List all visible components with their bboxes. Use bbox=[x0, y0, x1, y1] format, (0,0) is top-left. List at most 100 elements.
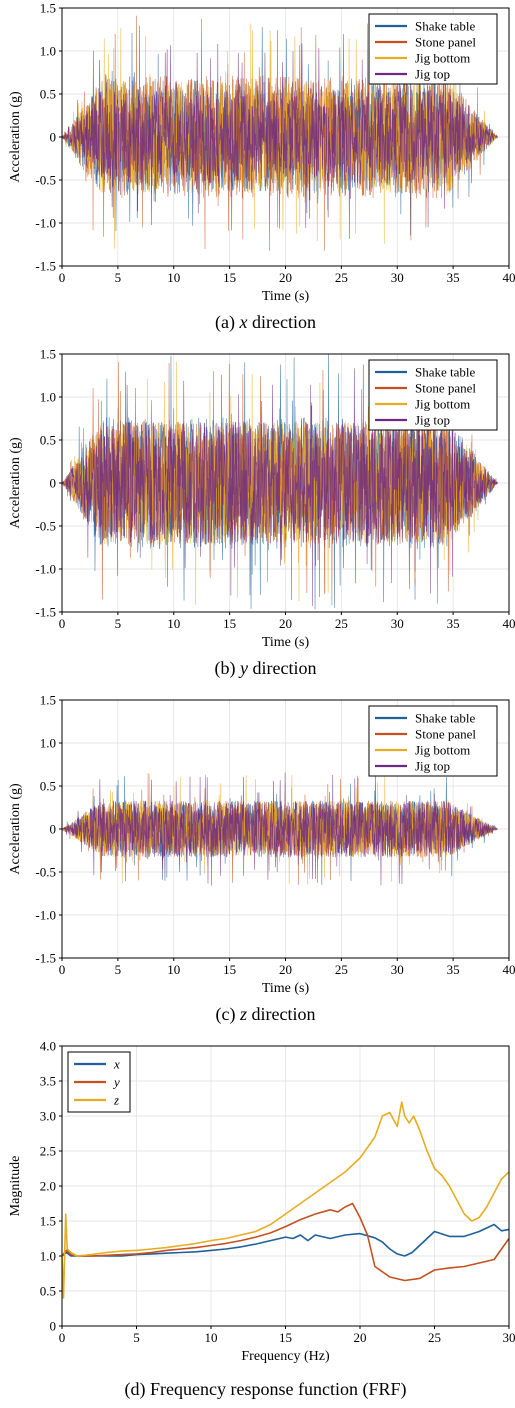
legend-label: Shake table bbox=[415, 365, 476, 380]
x-tick-label: 15 bbox=[279, 1330, 292, 1345]
x-tick-label: 10 bbox=[167, 270, 180, 285]
caption-prefix: (d) Frequency response function (FRF) bbox=[125, 1379, 407, 1400]
legend-label: Jig top bbox=[415, 759, 450, 774]
caption-suffix: direction bbox=[248, 658, 316, 678]
x-tick-label: 40 bbox=[503, 270, 515, 285]
series-line-Jig top bbox=[62, 43, 498, 231]
legend-label: Stone panel bbox=[415, 727, 476, 742]
y-tick-label: 0 bbox=[50, 476, 57, 491]
legend-label: Jig bottom bbox=[415, 51, 470, 66]
caption-prefix: (a) bbox=[215, 312, 239, 333]
x-tick-label: 35 bbox=[447, 962, 460, 977]
y-tick-label: -0.5 bbox=[35, 865, 56, 880]
x-tick-label: 10 bbox=[167, 962, 180, 977]
panel-caption: (d) Frequency response function (FRF) bbox=[125, 1379, 407, 1400]
x-tick-label: 35 bbox=[447, 270, 460, 285]
caption-suffix: direction bbox=[247, 1004, 315, 1024]
y-tick-label: 1.0 bbox=[40, 44, 56, 59]
chart-panel-4: 0 5 10 15 20 25 30 0 0.5 1.0 1.5 2.0 2.5 3.0 3.5 4.0 Fre… bbox=[8, 1039, 515, 1401]
y-tick-label: 0 bbox=[50, 822, 57, 837]
y-tick-label: 1.5 bbox=[40, 1214, 56, 1229]
legend-label: Jig bottom bbox=[415, 397, 470, 412]
legend-label: y bbox=[112, 1075, 120, 1090]
caption-variable: y bbox=[238, 658, 248, 678]
y-tick-label: 0.5 bbox=[40, 1284, 56, 1299]
y-tick-label: 3.0 bbox=[40, 1109, 56, 1124]
caption-prefix: (b) bbox=[215, 658, 241, 679]
y-tick-label: 1.0 bbox=[40, 390, 56, 405]
x-tick-label: 25 bbox=[335, 962, 348, 977]
legend-label: Stone panel bbox=[415, 35, 476, 50]
plot-area bbox=[62, 1101, 509, 1299]
x-tick-label: 25 bbox=[428, 1330, 441, 1345]
x-tick-label: 5 bbox=[115, 270, 122, 285]
x-tick-label: 0 bbox=[59, 270, 66, 285]
y-tick-label: 1.5 bbox=[40, 347, 56, 362]
y-axis-title: Acceleration (g) bbox=[8, 91, 23, 183]
y-tick-label: 4.0 bbox=[40, 1039, 56, 1054]
caption-prefix: (c) bbox=[216, 1004, 240, 1025]
y-tick-label: 0.5 bbox=[40, 87, 56, 102]
x-tick-label: 10 bbox=[205, 1330, 218, 1345]
y-tick-label: -1.0 bbox=[35, 908, 56, 923]
x-tick-label: 40 bbox=[503, 616, 515, 631]
y-tick-label: 1.5 bbox=[40, 1, 56, 16]
plot-area bbox=[62, 354, 499, 610]
legend-label: Jig bottom bbox=[415, 743, 470, 758]
x-tick-label: 15 bbox=[223, 270, 236, 285]
x-tick-label: 5 bbox=[133, 1330, 140, 1345]
caption-suffix: direction bbox=[248, 312, 316, 332]
series-line-x bbox=[62, 1223, 509, 1257]
x-tick-label: 20 bbox=[279, 270, 292, 285]
y-axis-title: Magnitude bbox=[8, 1156, 23, 1217]
y-axis-title: Acceleration (g) bbox=[8, 437, 23, 529]
legend-label: Stone panel bbox=[415, 381, 476, 396]
y-tick-label: 2.0 bbox=[40, 1179, 56, 1194]
y-tick-label: 2.5 bbox=[40, 1144, 56, 1159]
legend-label: Jig top bbox=[415, 413, 450, 428]
y-tick-label: 1.0 bbox=[40, 1249, 56, 1264]
x-tick-label: 0 bbox=[59, 1330, 66, 1345]
legend-label: Jig top bbox=[415, 67, 450, 82]
chart-panel-3: 0 5 10 15 20 25 30 35 40 -1.5 -1.0 -0.5 0 0.5 1.0 1.5 Ti… bbox=[8, 693, 515, 1026]
legend-label: x bbox=[113, 1057, 120, 1072]
y-tick-label: 0 bbox=[50, 130, 57, 145]
x-tick-label: 20 bbox=[279, 616, 292, 631]
panel-caption: (a) x direction bbox=[215, 312, 316, 333]
series-line-y bbox=[62, 1202, 509, 1282]
series-line-Jig top bbox=[62, 772, 498, 886]
x-axis-title: Time (s) bbox=[262, 289, 310, 304]
x-tick-label: 30 bbox=[391, 616, 404, 631]
x-tick-label: 25 bbox=[335, 270, 348, 285]
y-tick-label: -0.5 bbox=[35, 173, 56, 188]
y-tick-label: -1.0 bbox=[35, 216, 56, 231]
y-tick-label: 1.5 bbox=[40, 693, 56, 708]
plot-area bbox=[62, 15, 498, 251]
x-tick-label: 35 bbox=[447, 616, 460, 631]
x-axis-title: Time (s) bbox=[262, 635, 310, 650]
x-tick-label: 10 bbox=[167, 616, 180, 631]
x-tick-label: 15 bbox=[223, 962, 236, 977]
x-tick-label: 20 bbox=[354, 1330, 367, 1345]
caption-variable: x bbox=[239, 312, 248, 332]
x-axis-title: Frequency (Hz) bbox=[241, 1349, 330, 1364]
chart-panel-2: 0 5 10 15 20 25 30 35 40 -1.5 -1.0 -0.5 0 0.5 1.0 1.5 Ti… bbox=[8, 347, 515, 680]
x-tick-label: 0 bbox=[59, 962, 66, 977]
y-tick-label: 0.5 bbox=[40, 779, 56, 794]
panel-caption: (b) y direction bbox=[215, 658, 317, 679]
chart-panel-1: 0 5 10 15 20 25 30 35 40 -1.5 -1.0 -0.5 0 0.5 1.0 1.5 Ti… bbox=[8, 1, 515, 334]
x-axis-title: Time (s) bbox=[262, 981, 310, 996]
legend-label: z bbox=[113, 1093, 119, 1108]
x-tick-label: 20 bbox=[279, 962, 292, 977]
y-tick-label: 0 bbox=[50, 1319, 57, 1334]
y-tick-label: -1.5 bbox=[35, 951, 56, 966]
x-tick-label: 30 bbox=[391, 962, 404, 977]
x-tick-label: 40 bbox=[503, 962, 515, 977]
x-tick-label: 5 bbox=[115, 616, 122, 631]
y-tick-label: 1.0 bbox=[40, 736, 56, 751]
y-tick-label: -1.5 bbox=[35, 605, 56, 620]
